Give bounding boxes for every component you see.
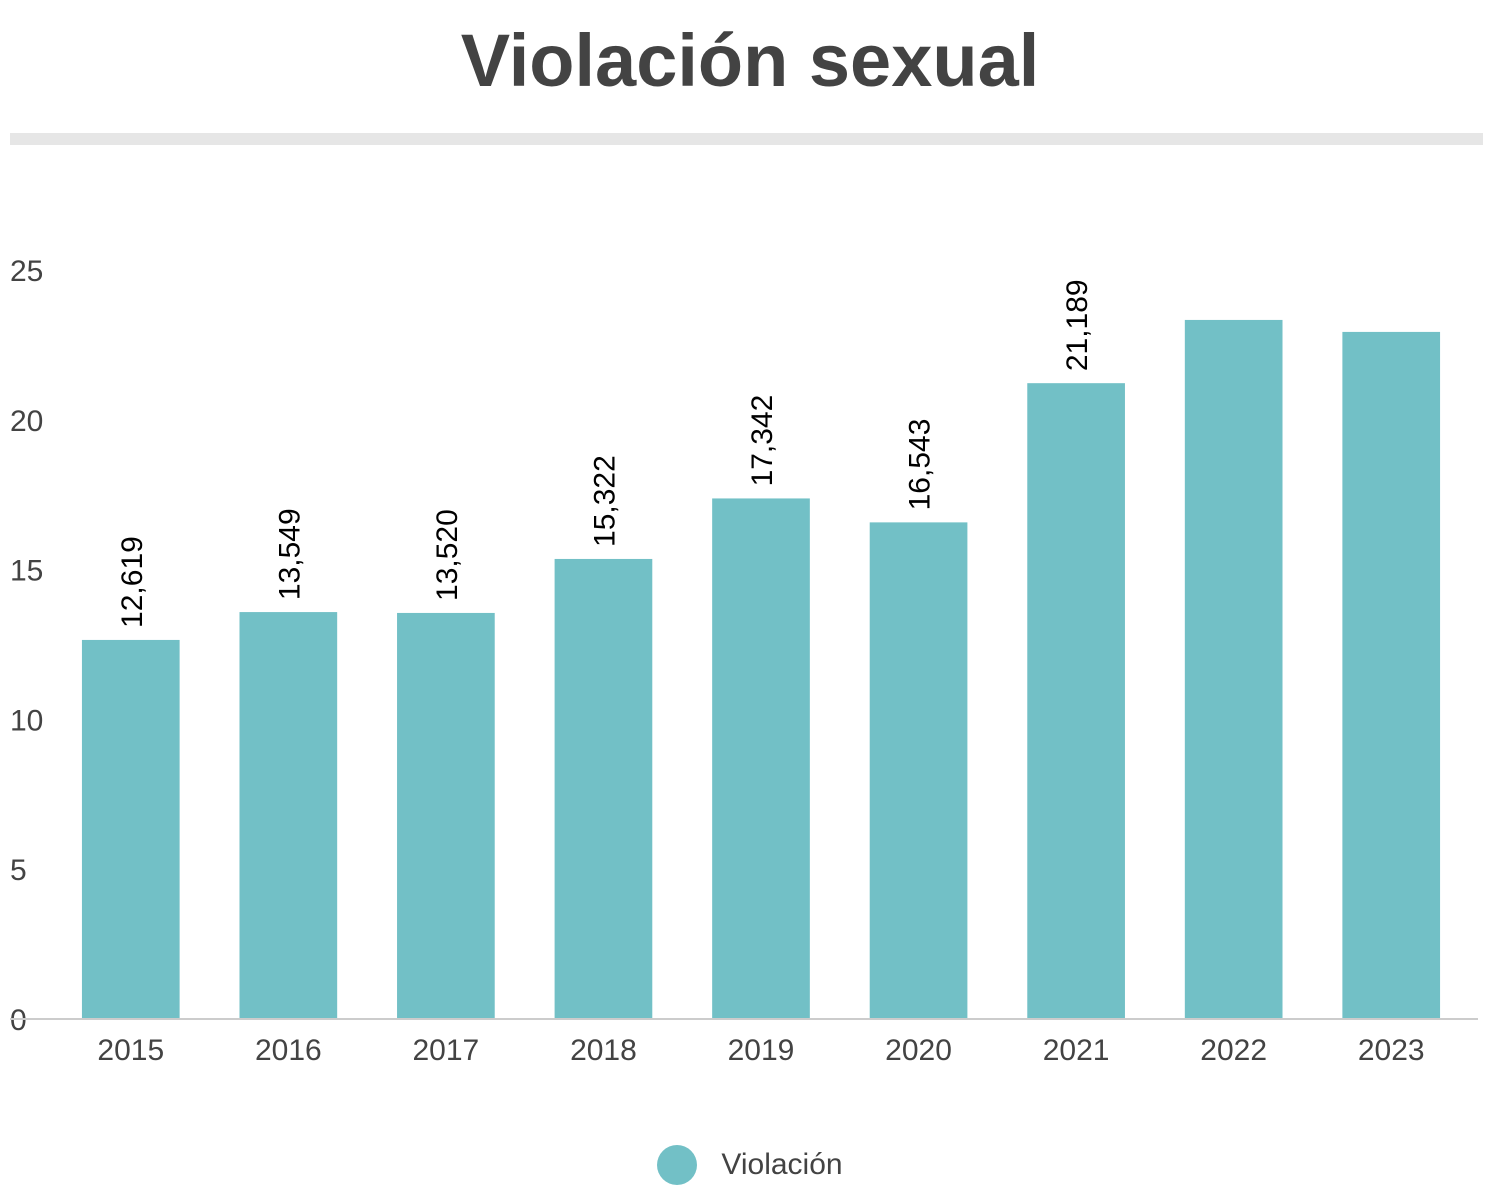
legend-swatch <box>657 1145 698 1185</box>
bar-2015 <box>81 639 180 1018</box>
bar-2020 <box>869 522 968 1018</box>
x-tick-label-2015: 2015 <box>97 1034 164 1067</box>
x-tick-label-2020: 2020 <box>885 1034 952 1067</box>
chart-title: Violación sexual <box>460 19 1040 102</box>
legend: Violación <box>0 1142 1500 1188</box>
data-label-2018: 15,322 <box>588 455 621 547</box>
data-label-2015: 12,619 <box>116 536 149 628</box>
data-labels: 12,619 13,549 13,520 15,322 17,342 16,543 21,1… <box>116 279 1094 628</box>
y-tick-label: 25 <box>10 255 43 288</box>
bar-2021 <box>1027 383 1125 1018</box>
x-tick-label-2019: 2019 <box>728 1034 795 1067</box>
bar-2018 <box>554 558 653 1018</box>
data-label-2016: 13,549 <box>273 508 306 600</box>
legend-label: Violación <box>721 1148 843 1181</box>
x-tick-label-2016: 2016 <box>255 1034 322 1067</box>
title-divider <box>10 133 1483 145</box>
x-axis: 2015 2016 2017 2018 2019 2020 2021 2022 2023 <box>97 1034 1424 1067</box>
y-tick-label: 15 <box>10 555 43 588</box>
bar-2022 <box>1184 319 1283 1018</box>
bar-2019 <box>712 498 810 1018</box>
data-label-2019: 17,342 <box>746 395 779 487</box>
bar-2016 <box>239 612 338 1018</box>
y-tick-label: 0 <box>10 1004 27 1037</box>
data-label-2020: 16,543 <box>904 419 937 511</box>
x-tick-label-2023: 2023 <box>1358 1034 1425 1067</box>
bar-2023 <box>1342 331 1441 1018</box>
y-tick-label: 5 <box>10 854 27 887</box>
bar-2017 <box>397 612 495 1018</box>
x-tick-label-2022: 2022 <box>1200 1034 1267 1067</box>
x-tick-label-2017: 2017 <box>413 1034 480 1067</box>
data-label-2017: 13,520 <box>431 509 464 601</box>
y-tick-label: 20 <box>10 405 43 438</box>
y-axis: 0 5 10 15 20 25 <box>10 255 43 1037</box>
data-label-2021: 21,189 <box>1061 279 1094 371</box>
y-tick-label: 10 <box>10 704 43 737</box>
bar-series <box>81 319 1441 1018</box>
x-tick-label-2021: 2021 <box>1043 1034 1110 1067</box>
x-tick-label-2018: 2018 <box>570 1034 637 1067</box>
